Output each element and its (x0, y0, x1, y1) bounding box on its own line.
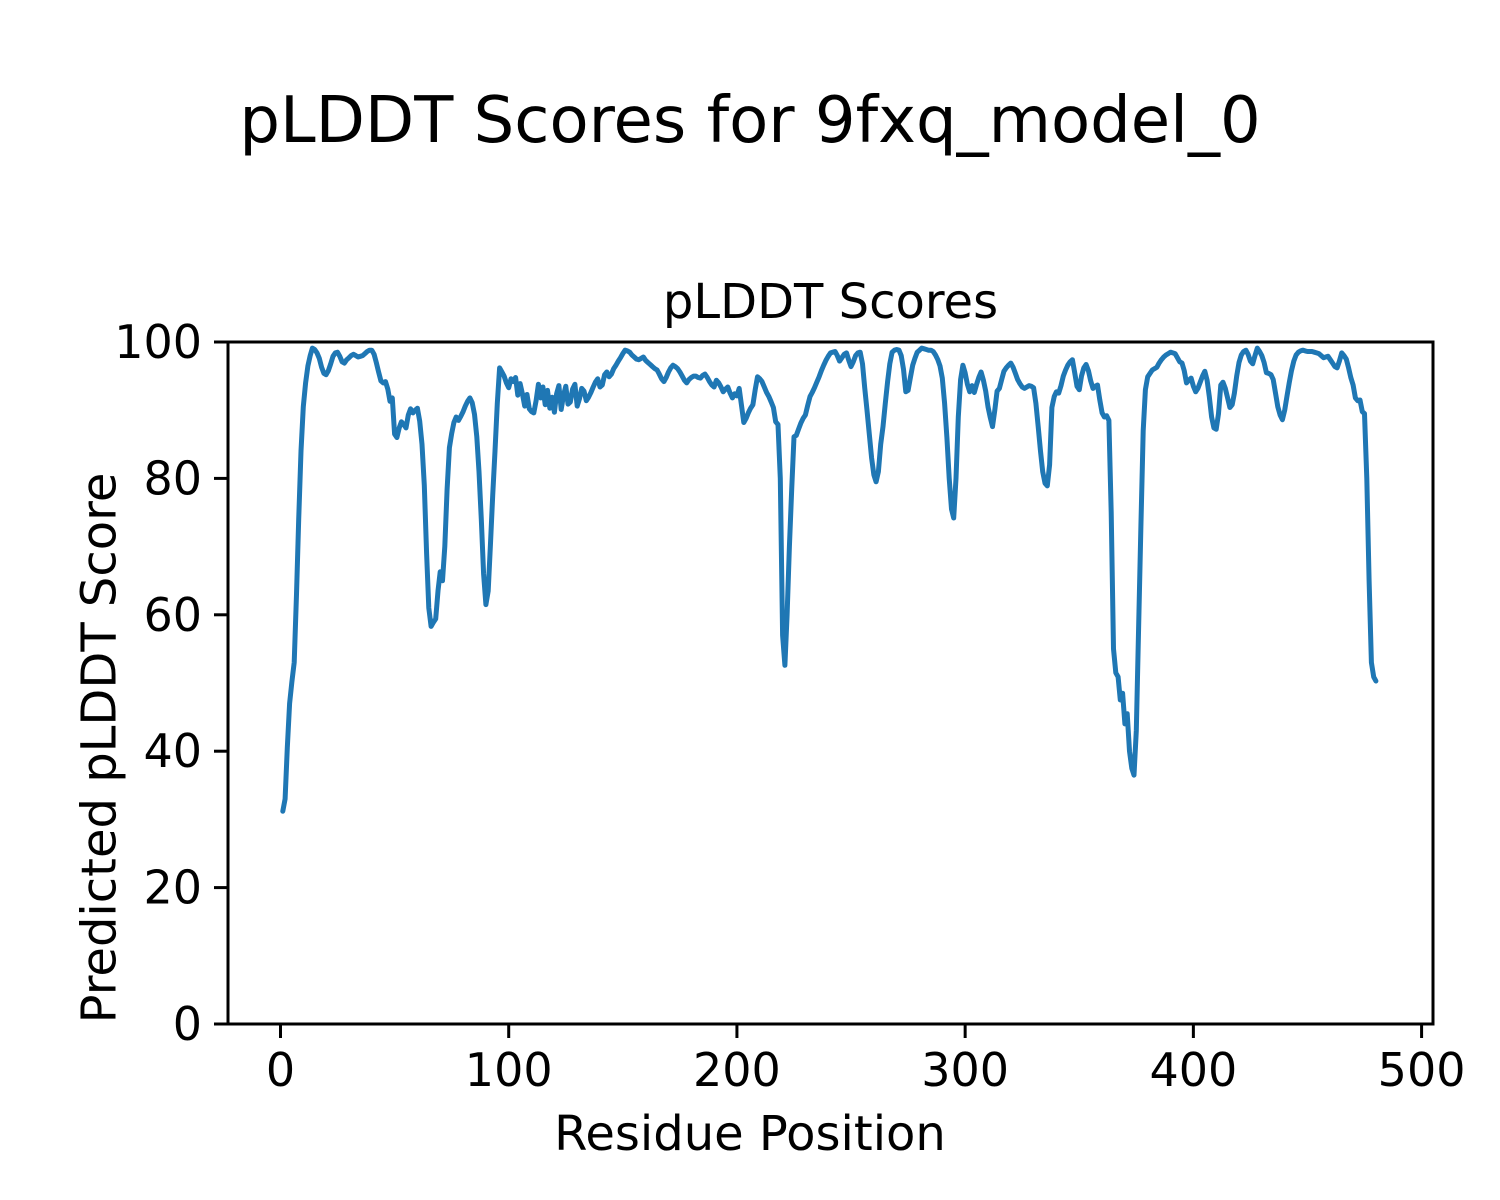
y-tick-label: 100 (114, 315, 202, 369)
axes-title: pLDDT Scores (662, 274, 999, 330)
y-tick-label: 20 (143, 861, 202, 915)
y-tick-label: 60 (143, 588, 202, 642)
y-tick-label: 80 (143, 451, 202, 505)
x-tick-label: 200 (693, 1043, 781, 1097)
x-tick-label: 0 (266, 1043, 295, 1097)
x-tick-label: 400 (1149, 1043, 1237, 1097)
axes-spines (226, 340, 1435, 1026)
plddt-line-series (280, 345, 1379, 814)
x-tick-label: 500 (1378, 1043, 1466, 1097)
x-tick-label: 300 (921, 1043, 1009, 1097)
y-tick-label: 40 (143, 724, 202, 778)
y-tick-label: 0 (173, 997, 202, 1051)
y-axis-label: Predicted pLDDT Score (71, 472, 128, 1024)
x-tick-label: 100 (465, 1043, 553, 1097)
figure-suptitle: pLDDT Scores for 9fxq_model_0 (239, 84, 1261, 158)
x-axis-label: Residue Position (554, 1106, 946, 1162)
